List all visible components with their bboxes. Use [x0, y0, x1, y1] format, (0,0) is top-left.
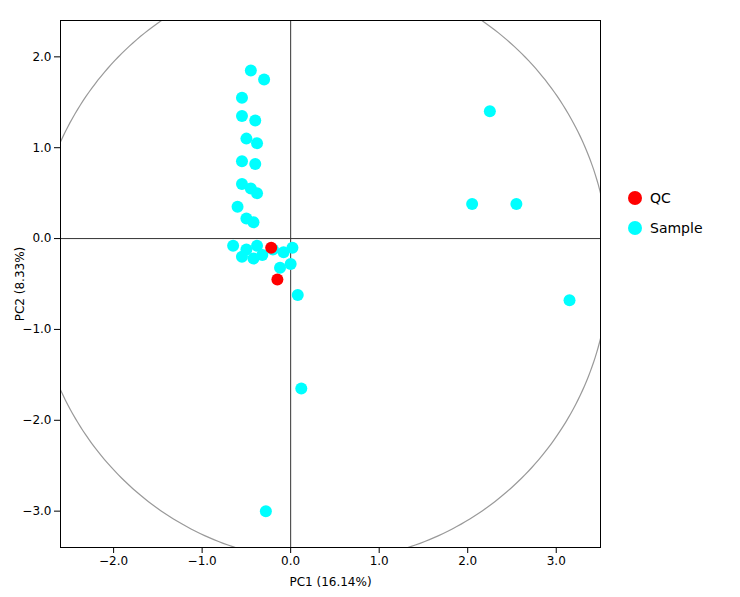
svg-text:−3.0: −3.0 — [22, 504, 51, 518]
svg-text:2.0: 2.0 — [32, 50, 51, 64]
svg-text:2.0: 2.0 — [458, 554, 477, 568]
svg-text:1.0: 1.0 — [32, 141, 51, 155]
svg-text:0.0: 0.0 — [281, 554, 300, 568]
svg-text:0.0: 0.0 — [32, 231, 51, 245]
svg-text:PC2 (8.33%): PC2 (8.33%) — [13, 247, 27, 322]
svg-text:−1.0: −1.0 — [188, 554, 217, 568]
svg-text:PC1 (16.14%): PC1 (16.14%) — [289, 575, 371, 589]
svg-text:1.0: 1.0 — [370, 554, 389, 568]
html-text:QC: QC — [650, 190, 671, 206]
svg-text:−2.0: −2.0 — [22, 413, 51, 427]
svg-text:−2.0: −2.0 — [99, 554, 128, 568]
svg-text:−1.0: −1.0 — [22, 322, 51, 336]
html-text:Sample: Sample — [650, 220, 703, 236]
svg-text:3.0: 3.0 — [547, 554, 566, 568]
